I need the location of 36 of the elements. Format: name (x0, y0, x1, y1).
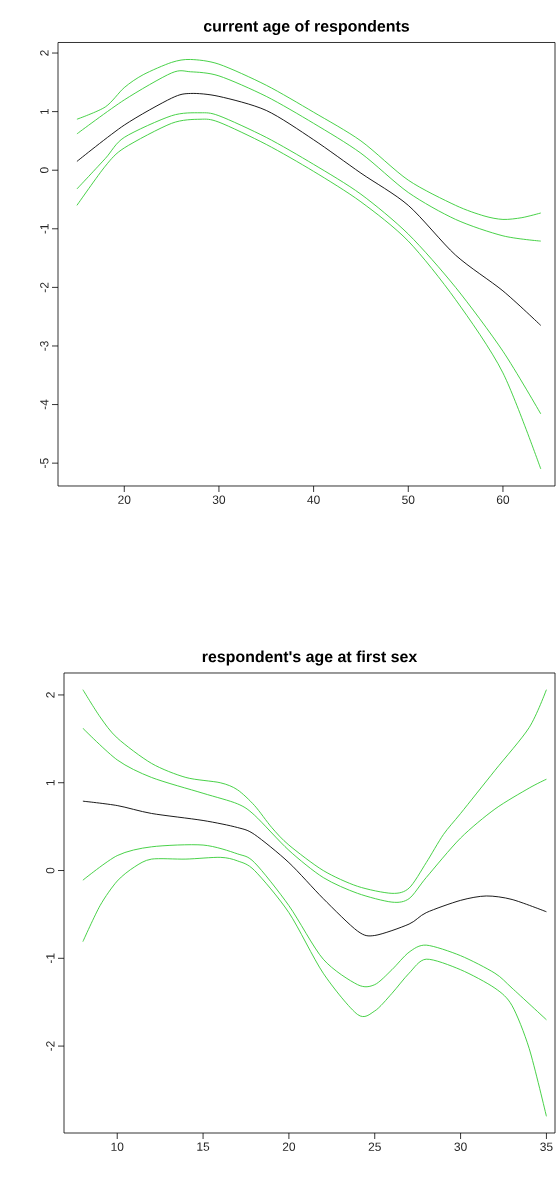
line-series (82, 844, 547, 1021)
x-tick-label: 35 (540, 1142, 553, 1151)
x-tick-label: 60 (496, 495, 510, 504)
line-series (76, 118, 542, 470)
line-series (76, 70, 542, 242)
line-series (76, 92, 542, 326)
x-tick-label: 25 (368, 1142, 381, 1151)
x-tick-label: 10 (111, 1142, 124, 1151)
line-series (82, 727, 547, 903)
y-tick-label: 1 (40, 108, 49, 115)
x-tick-label: 30 (212, 495, 226, 504)
y-tick-label: -1 (46, 953, 55, 964)
y-tick-label: 2 (40, 50, 49, 56)
y-tick-label: 0 (46, 867, 55, 874)
y-tick-label: 0 (40, 167, 49, 174)
x-tick-label: 30 (454, 1142, 467, 1151)
y-tick-label: 1 (46, 779, 55, 786)
y-tick-label: -2 (46, 1041, 55, 1051)
y-tick-label: -3 (40, 341, 49, 351)
line-series (76, 59, 542, 220)
x-tick-label: 20 (118, 495, 131, 504)
y-tick-label: -2 (40, 282, 49, 293)
x-tick-label: 15 (197, 1142, 210, 1151)
x-tick-label: 20 (282, 1142, 296, 1151)
line-series (82, 800, 547, 937)
line-series (82, 689, 547, 894)
y-tick-label: 2 (46, 692, 55, 698)
y-tick-label: -4 (40, 399, 49, 410)
y-tick-label: -1 (40, 224, 49, 234)
x-tick-label: 50 (402, 495, 415, 504)
chart-title: current age of respondents (203, 20, 410, 35)
line-series (82, 856, 547, 1117)
x-tick-label: 40 (307, 495, 320, 504)
chart-title: respondent's age at first sex (202, 650, 418, 666)
line-series (76, 112, 542, 415)
y-tick-label: -5 (40, 458, 49, 468)
